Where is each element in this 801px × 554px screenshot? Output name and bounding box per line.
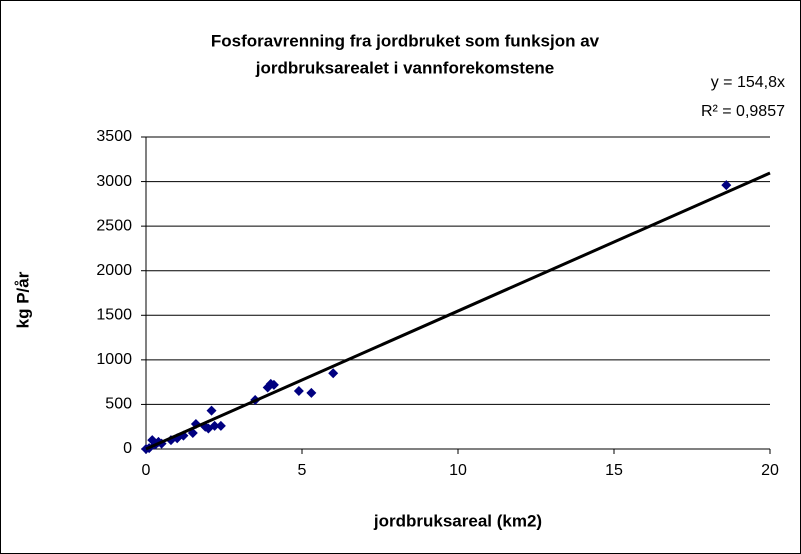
point [306,387,317,398]
point [209,420,220,431]
trendline [145,171,771,451]
point [268,379,279,390]
x-tick-label: 5 [298,462,307,479]
y-axis-label: kg P/år [13,271,32,328]
x-tick-label: 15 [605,462,623,479]
y-tick-label: 3000 [96,173,132,190]
y-tick-label: 1500 [96,307,132,324]
x-tick-label: 10 [449,462,467,479]
trend-r2: R² = 0,9857 [701,103,785,120]
y-tick-label: 2000 [96,262,132,279]
point [293,386,304,397]
point [206,405,217,416]
point [215,420,226,431]
y-tick-label: 500 [105,396,132,413]
y-tick-label: 3500 [96,128,132,145]
chart-title: jordbruksarealet i vannforekomstene [255,58,555,77]
x-tick-label: 20 [761,462,779,479]
point [328,368,339,379]
y-tick-label: 2500 [96,217,132,234]
x-tick-label: 0 [142,462,151,479]
chart-title: Fosforavrenning fra jordbruket som funks… [211,31,600,50]
y-tick-label: 1000 [96,351,132,368]
point [721,180,732,191]
trend-equation: y = 154,8x [711,74,785,91]
y-tick-label: 0 [123,440,132,457]
x-axis-label: jordbruksareal (km2) [373,511,542,530]
